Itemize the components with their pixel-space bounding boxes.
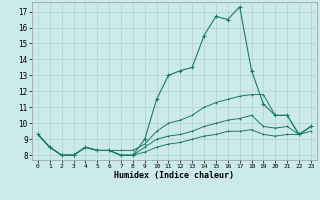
X-axis label: Humidex (Indice chaleur): Humidex (Indice chaleur) [115, 171, 234, 180]
